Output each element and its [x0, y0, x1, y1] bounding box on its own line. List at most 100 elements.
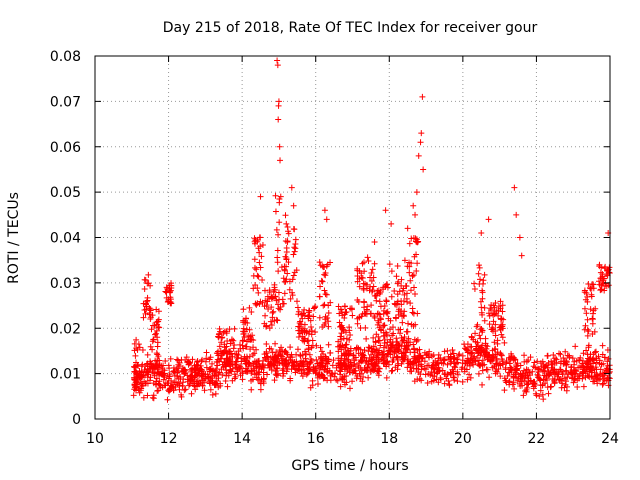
data-point: [501, 387, 508, 394]
data-point: [293, 298, 300, 305]
data-point: [203, 349, 210, 356]
data-point: [224, 383, 231, 390]
data-point: [276, 348, 283, 355]
data-point: [369, 266, 376, 273]
data-point: [357, 357, 364, 364]
x-tick-label: 14: [233, 431, 251, 447]
data-point: [498, 331, 505, 338]
data-point: [380, 348, 387, 355]
data-point: [397, 330, 404, 337]
data-point: [187, 381, 194, 388]
data-point: [411, 353, 418, 360]
data-point: [283, 363, 290, 370]
data-point: [160, 362, 167, 369]
data-point: [142, 276, 149, 283]
data-point: [304, 370, 311, 377]
data-point: [358, 270, 365, 277]
data-point: [494, 340, 501, 347]
data-point: [596, 360, 603, 367]
data-point: [202, 358, 209, 365]
data-point: [262, 312, 269, 319]
data-point: [592, 348, 599, 355]
data-point: [414, 336, 421, 343]
data-point: [260, 375, 267, 382]
data-point: [257, 380, 264, 387]
data-point: [486, 312, 493, 319]
data-point: [243, 338, 250, 345]
data-point: [481, 271, 488, 278]
data-point: [276, 143, 283, 150]
data-point: [582, 322, 589, 329]
data-point: [580, 350, 587, 357]
data-point: [394, 280, 401, 287]
data-point: [441, 356, 448, 363]
data-point: [266, 325, 273, 332]
data-point: [409, 273, 416, 280]
data-point: [261, 354, 268, 361]
data-point: [523, 388, 530, 395]
data-point: [207, 375, 214, 382]
data-point: [337, 333, 344, 340]
data-point: [414, 260, 421, 267]
data-point: [411, 253, 418, 260]
data-point: [369, 287, 376, 294]
data-point: [327, 259, 334, 266]
data-point: [197, 362, 204, 369]
data-point: [187, 366, 194, 373]
data-point: [298, 358, 305, 365]
data-point: [475, 343, 482, 350]
data-point: [279, 372, 286, 379]
data-point: [248, 386, 255, 393]
data-point: [268, 346, 275, 353]
data-point: [403, 283, 410, 290]
data-point: [447, 354, 454, 361]
data-point: [340, 335, 347, 342]
data-point: [383, 374, 390, 381]
data-point: [594, 372, 601, 379]
data-point: [559, 371, 566, 378]
data-point: [492, 351, 499, 358]
data-point: [259, 276, 266, 283]
data-point: [181, 387, 188, 394]
data-point: [160, 376, 167, 383]
data-point: [494, 369, 501, 376]
data-point: [209, 367, 216, 374]
data-point: [514, 360, 521, 367]
data-point: [155, 324, 162, 331]
data-point: [359, 260, 366, 267]
data-point: [582, 296, 589, 303]
data-point: [239, 368, 246, 375]
data-point: [230, 337, 237, 344]
data-point: [394, 356, 401, 363]
x-tick-label: 20: [454, 431, 472, 447]
data-point: [256, 234, 263, 241]
data-point: [232, 359, 239, 366]
data-point: [451, 363, 458, 370]
data-point: [583, 365, 590, 372]
data-point: [155, 316, 162, 323]
data-point: [349, 312, 356, 319]
data-point: [388, 268, 395, 275]
data-point: [408, 235, 415, 242]
data-point: [404, 290, 411, 297]
data-point: [322, 316, 329, 323]
data-point: [475, 262, 482, 269]
data-point: [580, 383, 587, 390]
data-point: [337, 359, 344, 366]
data-point: [392, 314, 399, 321]
data-point: [194, 377, 201, 384]
data-point: [267, 360, 274, 367]
data-point: [133, 336, 140, 343]
data-point: [144, 294, 151, 301]
data-point: [282, 253, 289, 260]
data-point: [412, 321, 419, 328]
data-point: [263, 341, 270, 348]
data-point: [472, 358, 479, 365]
data-point: [409, 309, 416, 316]
data-point: [254, 272, 261, 279]
data-point: [542, 380, 549, 387]
data-point: [478, 325, 485, 332]
data-point: [296, 320, 303, 327]
data-point: [213, 373, 220, 380]
data-point: [207, 354, 214, 361]
